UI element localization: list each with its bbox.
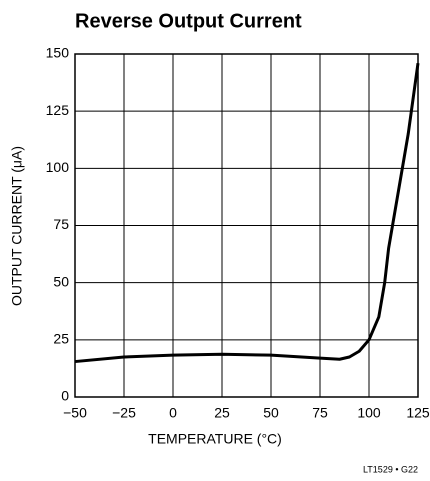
x-tick-label: 100	[357, 405, 381, 421]
y-tick-label: 125	[46, 102, 70, 118]
x-tick-label: 25	[214, 405, 230, 421]
figure-note: LT1529 • G22	[363, 464, 418, 474]
x-tick-label: 50	[263, 405, 279, 421]
y-tick-label: 75	[53, 216, 69, 232]
y-tick-label: 0	[61, 388, 69, 404]
chart-title: Reverse Output Current	[75, 10, 302, 32]
x-tick-label: 0	[169, 405, 177, 421]
data-line	[74, 62, 420, 364]
y-axis-label: OUTPUT CURRENT (μA)	[9, 146, 25, 306]
x-tick-label: −50	[63, 405, 87, 421]
x-tick-label: 125	[406, 405, 430, 421]
y-tick-label: 100	[46, 159, 70, 175]
y-tick-label: 25	[53, 331, 69, 347]
x-tick-label: −25	[112, 405, 136, 421]
x-axis-label: TEMPERATURE (°C)	[148, 431, 282, 447]
plot-frame	[74, 53, 419, 398]
x-tick-label: 75	[312, 405, 328, 421]
y-tick-label: 50	[53, 273, 69, 289]
y-tick-label: 150	[46, 45, 70, 61]
